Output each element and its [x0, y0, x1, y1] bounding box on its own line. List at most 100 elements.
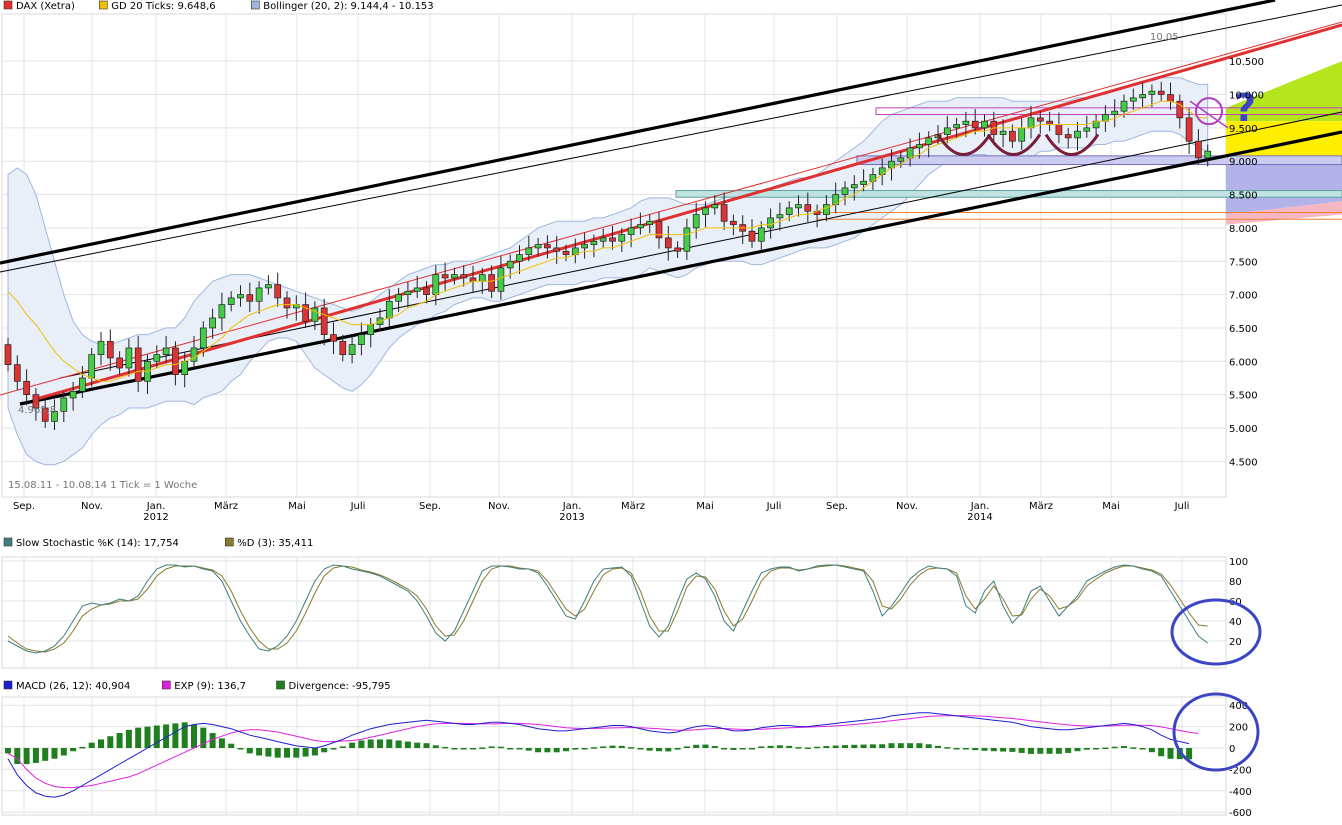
divergence-bar [256, 748, 263, 756]
candle-body [757, 227, 765, 242]
y-tick-label: 40 [1229, 617, 1242, 628]
candle-body [79, 377, 86, 392]
candle-body [1204, 150, 1212, 159]
candle-body [962, 120, 970, 125]
legend-swatch [276, 680, 285, 690]
divergence-bar [51, 748, 58, 759]
x-tick-label: Sep. [826, 501, 848, 512]
divergence-bar [1074, 748, 1081, 752]
divergence-bar [181, 722, 188, 748]
candle-body [1157, 90, 1165, 95]
divergence-bar [990, 748, 997, 752]
y-tick-label: 100 [1229, 557, 1248, 568]
divergence-bar [581, 748, 588, 750]
divergence-bar [711, 746, 718, 748]
divergence-bar [237, 748, 244, 750]
divergence-bar [544, 748, 551, 753]
divergence-bar [1139, 748, 1146, 750]
divergence-bar [191, 724, 197, 748]
divergence-bar [888, 743, 895, 748]
divergence-bar [972, 748, 979, 751]
y-tick-label: 400 [1229, 701, 1248, 712]
y-tick-label: 10.000 [1229, 91, 1264, 102]
y-tick-label: 10.500 [1229, 57, 1264, 68]
upper-channel-thick [0, 0, 1276, 265]
candle-body [1009, 130, 1016, 142]
divergence-bar [860, 744, 867, 748]
candle-body [60, 397, 68, 412]
candle-body [590, 240, 598, 245]
candle-body [4, 344, 12, 365]
legend-swatch [225, 537, 234, 547]
divergence-bar [600, 746, 607, 748]
divergence-bar [386, 739, 393, 748]
green-zone [1226, 61, 1342, 122]
divergence-bar [628, 747, 635, 749]
divergence-bar [1000, 748, 1007, 752]
legend-label: DAX (Xetra) [16, 1, 75, 12]
x-tick-label: Nov. [488, 501, 510, 512]
x-tick-label: Mai [696, 501, 714, 512]
divergence-bar [377, 739, 383, 748]
candle-body [1148, 90, 1156, 95]
lower-channel-thick [19, 130, 1342, 406]
divergence-bar [944, 747, 951, 749]
divergence-bar [1037, 748, 1044, 754]
divergence-bar [916, 743, 923, 748]
candle-body [943, 127, 951, 135]
divergence-bar [1018, 748, 1025, 753]
y-tick-label: 9.500 [1229, 124, 1258, 135]
candle-body [432, 274, 440, 295]
divergence-bar [70, 748, 77, 752]
support-box-2 [675, 190, 1342, 198]
candle-body [1167, 94, 1174, 102]
macd-series [5, 712, 1199, 798]
macd-signal-line [7, 715, 1199, 789]
ma20-line [7, 100, 1208, 382]
y-tick-label: 4.500 [1229, 457, 1258, 468]
divergence-bar [553, 748, 560, 753]
candle-body [162, 347, 170, 355]
candle-body [525, 247, 533, 255]
y-tick-label: 5.500 [1229, 391, 1258, 402]
divergence-bar [293, 748, 300, 758]
candle-body [488, 274, 495, 292]
x-tick-label: Jan. [562, 501, 582, 512]
divergence-bar [702, 744, 709, 748]
divergence-bar [42, 748, 49, 761]
candle-body [1083, 127, 1091, 132]
x-tick-label: März [214, 501, 238, 512]
candle-body [971, 120, 979, 129]
divergence-bar [432, 745, 439, 748]
divergence-bar [907, 743, 914, 748]
divergence-bar [460, 748, 467, 750]
divergence-bar [395, 740, 402, 748]
candle-body [534, 244, 542, 249]
candle-body [13, 364, 21, 382]
candle-body [804, 204, 812, 212]
candle-body [460, 274, 468, 279]
panel-frame [1, 13, 1227, 498]
stochastic-grid [1, 556, 1227, 669]
divergence-bar [618, 745, 625, 748]
candle-body [1074, 130, 1081, 139]
y-tick-label: 6.000 [1229, 357, 1258, 368]
x-tick-label: Jan. [970, 501, 990, 512]
divergence-bar [488, 746, 495, 748]
candle-body [553, 247, 561, 252]
y-tick-label: 200 [1229, 723, 1248, 734]
y-tick-label: 8.500 [1229, 191, 1258, 202]
candle-body [106, 340, 114, 359]
legend-swatch [162, 680, 171, 690]
candle-body [199, 327, 207, 349]
macd-highlight-circle [1172, 692, 1260, 772]
candle-body [153, 354, 161, 362]
candle-body [423, 287, 430, 295]
candle-body [581, 244, 588, 249]
divergence-bar [535, 748, 542, 753]
divergence-bar [246, 748, 253, 754]
candle-body [218, 304, 226, 319]
candle-body [181, 360, 189, 375]
candle-body [1139, 94, 1146, 99]
candle-body [664, 237, 672, 249]
